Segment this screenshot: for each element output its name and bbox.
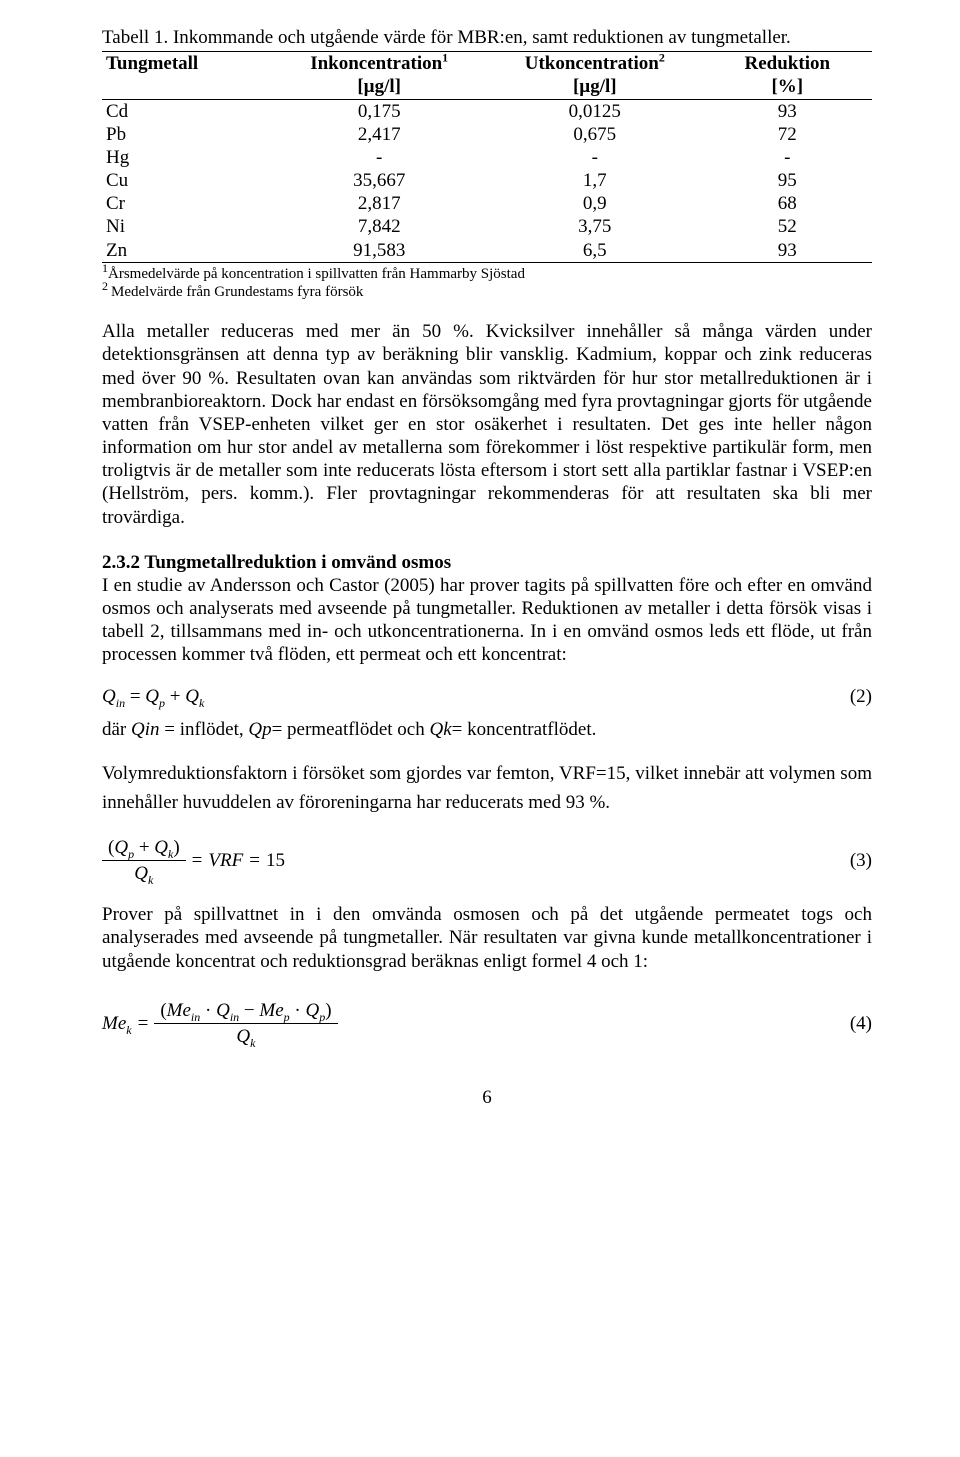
th-in-unit: [µg/l]	[357, 76, 401, 97]
th-out-label: Utkoncentration	[525, 53, 659, 74]
cell-in: 35,667	[271, 169, 487, 192]
table-row: Cr 2,817 0,9 68	[102, 192, 872, 215]
cell-red: 72	[703, 123, 872, 146]
para4: Volymreduktionsfaktorn i försöket som gj…	[102, 759, 872, 818]
th-metal: Tungmetall	[102, 52, 271, 99]
table-row: Zn 91,583 6,5 93	[102, 239, 872, 263]
th-out-unit: [µg/l]	[573, 76, 617, 97]
equation-4-num: (4)	[850, 1012, 872, 1035]
cell-m: Pb	[102, 123, 271, 146]
th-red-label: Reduktion	[745, 53, 831, 74]
table-footnotes: 1Årsmedelvärde på koncentration i spillv…	[102, 265, 872, 303]
equation-4-row: Mek = (Mein · Qin − Mep · Qp) Qk (4)	[102, 999, 872, 1048]
para3c: = permeatflödet och	[272, 719, 430, 740]
page-number: 6	[102, 1086, 872, 1109]
table-header-row: Tungmetall Inkoncentration1 [µg/l] Utkon…	[102, 52, 872, 99]
cell-red: -	[703, 146, 872, 169]
metal-table: Tungmetall Inkoncentration1 [µg/l] Utkon…	[102, 51, 872, 263]
th-red-unit: [%]	[771, 76, 803, 97]
cell-m: Cd	[102, 99, 271, 123]
cell-in: 0,175	[271, 99, 487, 123]
th-in: Inkoncentration1 [µg/l]	[271, 52, 487, 99]
equation-3-num: (3)	[850, 849, 872, 872]
cell-in: 2,817	[271, 192, 487, 215]
table-caption: Tabell 1. Inkommande och utgående värde …	[102, 26, 872, 49]
cell-out: 3,75	[487, 215, 703, 238]
footnote2: Medelvärde från Grundestams fyra försök	[111, 284, 363, 300]
cell-red: 93	[703, 99, 872, 123]
cell-out: 6,5	[487, 239, 703, 263]
para3d: = koncentratflödet.	[452, 719, 597, 740]
cell-out: 1,7	[487, 169, 703, 192]
th-out-sup: 2	[659, 51, 665, 65]
cell-red: 52	[703, 215, 872, 238]
cell-m: Zn	[102, 239, 271, 263]
para3a: där	[102, 719, 131, 740]
cell-out: 0,675	[487, 123, 703, 146]
cell-out: -	[487, 146, 703, 169]
cell-m: Cu	[102, 169, 271, 192]
para3b: = inflödet,	[160, 719, 249, 740]
equation-2-row: Qin = Qp + Qk (2)	[102, 685, 872, 708]
table-row: Hg - - -	[102, 146, 872, 169]
th-out: Utkoncentration2 [µg/l]	[487, 52, 703, 99]
cell-in: 91,583	[271, 239, 487, 263]
para1: Alla metaller reduceras med mer än 50 %.…	[102, 320, 872, 529]
para2: I en studie av Andersson och Castor (200…	[102, 574, 872, 667]
th-red: Reduktion [%]	[703, 52, 872, 99]
footnote2-sup: 2	[102, 279, 111, 293]
cell-red: 68	[703, 192, 872, 215]
equation-4: Mek = (Mein · Qin − Mep · Qp) Qk	[102, 999, 338, 1048]
th-in-label: Inkoncentration	[310, 53, 442, 74]
cell-out: 0,0125	[487, 99, 703, 123]
cell-in: 2,417	[271, 123, 487, 146]
page: Tabell 1. Inkommande och utgående värde …	[0, 0, 960, 1457]
cell-red: 95	[703, 169, 872, 192]
para3: där Qin = inflödet, Qp= permeatflödet oc…	[102, 718, 872, 741]
subheading-232: 2.3.2 Tungmetallreduktion i omvänd osmos	[102, 551, 872, 574]
cell-in: 7,842	[271, 215, 487, 238]
cell-m: Cr	[102, 192, 271, 215]
cell-m: Ni	[102, 215, 271, 238]
equation-3-row: (Qp + Qk) Qk = VRF = 15 (3)	[102, 836, 872, 885]
table-row: Cd 0,175 0,0125 93	[102, 99, 872, 123]
th-in-sup: 1	[442, 51, 448, 65]
table-row: Cu 35,667 1,7 95	[102, 169, 872, 192]
vrf: VRF	[208, 849, 243, 872]
equation-2: Qin = Qp + Qk	[102, 685, 204, 708]
table-row: Pb 2,417 0,675 72	[102, 123, 872, 146]
fifteen: 15	[266, 849, 285, 872]
equation-3: (Qp + Qk) Qk = VRF = 15	[102, 836, 285, 885]
footnote1: Årsmedelvärde på koncentration i spillva…	[108, 266, 525, 282]
cell-red: 93	[703, 239, 872, 263]
cell-m: Hg	[102, 146, 271, 169]
equation-2-num: (2)	[850, 685, 872, 708]
cell-in: -	[271, 146, 487, 169]
table-row: Ni 7,842 3,75 52	[102, 215, 872, 238]
para5: Prover på spillvattnet in i den omvända …	[102, 903, 872, 973]
cell-out: 0,9	[487, 192, 703, 215]
